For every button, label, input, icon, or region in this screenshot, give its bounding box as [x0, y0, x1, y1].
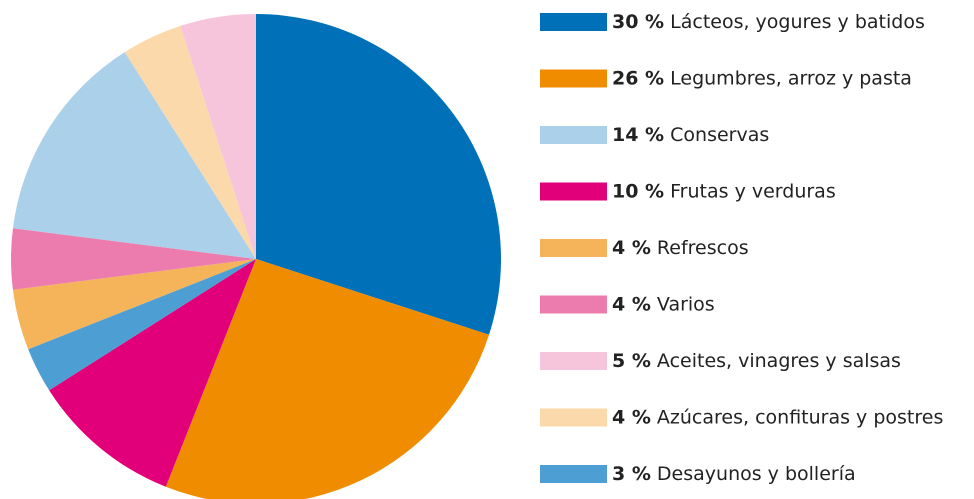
legend-entry: 14 % Conservas: [612, 124, 769, 146]
legend-swatch: [540, 352, 607, 370]
legend-entry: 10 % Frutas y verduras: [612, 180, 836, 202]
pie-slice: [256, 14, 501, 335]
legend-label: Conservas: [670, 124, 769, 146]
legend-label: Frutas y verduras: [670, 180, 836, 202]
pie-slice: [12, 259, 256, 350]
legend-value: 4 %: [612, 406, 651, 428]
legend-label: Lácteos, yogures y batidos: [670, 11, 925, 33]
legend-label: Desayunos y bollería: [657, 463, 856, 485]
pie-slice: [12, 52, 256, 259]
legend-label: Varios: [657, 293, 715, 315]
legend-entry: 4 % Azúcares, confituras y postres: [612, 406, 943, 428]
legend-swatch: [540, 69, 607, 88]
pie-slice: [28, 259, 257, 391]
legend-swatch: [540, 182, 607, 201]
legend-entry: 4 % Refrescos: [612, 237, 749, 259]
legend-swatch: [540, 295, 607, 314]
legend-label: Azúcares, confituras y postres: [657, 406, 943, 428]
legend-swatch: [540, 465, 607, 483]
pie-slice: [10, 228, 257, 290]
legend-value: 30 %: [612, 11, 664, 33]
legend-value: 3 %: [612, 463, 651, 485]
legend-entry: 30 % Lácteos, yogures y batidos: [612, 11, 925, 33]
legend-swatch: [540, 239, 607, 257]
legend-swatch: [540, 126, 607, 144]
pie-slice: [124, 25, 256, 260]
legend-entry: 26 % Legumbres, arroz y pasta: [612, 67, 912, 89]
legend-value: 10 %: [612, 180, 664, 202]
legend-entry: 4 % Varios: [612, 293, 715, 315]
legend-label: Refrescos: [657, 237, 749, 259]
legend-value: 14 %: [612, 124, 664, 146]
pie-slice: [180, 14, 256, 259]
legend-value: 5 %: [612, 350, 651, 372]
legend-value: 26 %: [612, 67, 664, 89]
pie-slice: [165, 259, 490, 499]
legend-swatch: [540, 408, 607, 427]
legend-value: 4 %: [612, 293, 651, 315]
legend-swatch: [540, 13, 607, 31]
legend-entry: 5 % Aceites, vinagres y salsas: [612, 350, 901, 372]
legend-entry: 3 % Desayunos y bollería: [612, 463, 856, 485]
legend-label: Legumbres, arroz y pasta: [670, 67, 912, 89]
legend-value: 4 %: [612, 237, 651, 259]
legend-label: Aceites, vinagres y salsas: [657, 350, 901, 372]
pie-slice: [49, 259, 256, 487]
